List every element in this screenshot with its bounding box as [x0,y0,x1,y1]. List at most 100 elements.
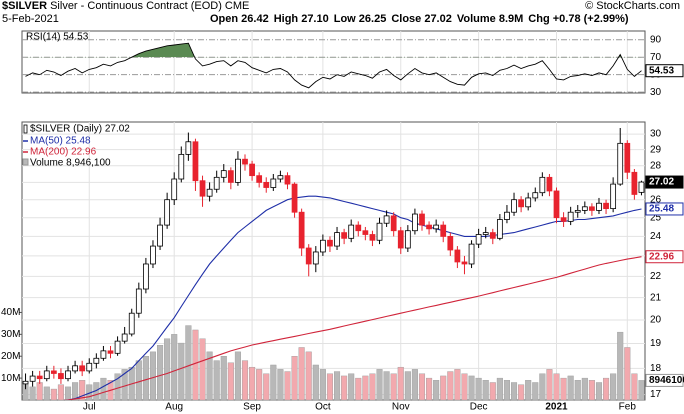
candle-body [496,219,503,239]
volume-bar [525,380,532,401]
candle-body [334,232,340,247]
candle-body [58,373,64,380]
volume-bar [157,345,164,401]
candle-body [199,180,206,197]
candle-body [589,206,595,211]
volume-bar [468,375,475,401]
volume-bar [164,338,171,401]
volume-bar [390,373,397,401]
volume-bar [496,377,503,401]
legend-candle-icon [23,124,28,134]
legend-volume-icon [22,158,29,166]
candle-body [440,224,447,237]
candle-body [638,181,645,193]
quote-row: Open 26.42 High 27.10 Low 26.25 Close 27.02… [210,13,634,25]
candle-body [468,243,475,265]
candle-body [475,234,482,245]
candle-body [93,357,100,364]
candle-body [362,230,369,235]
volume-bar [334,371,341,401]
volume-bar [72,382,79,401]
candle-body [178,153,185,180]
candle-body [327,239,333,247]
volume-bar [79,380,86,401]
candle-body [390,215,397,232]
volume-bar [595,382,603,401]
volume-bar [418,373,426,401]
volume-bar [64,386,72,401]
y-tick-label: 21 [650,292,662,303]
rsi-last-value-box [645,64,684,78]
x-tick-label: 2021 [545,402,568,413]
volume-bar [206,351,213,401]
candle-body [624,142,631,173]
volume-bar [298,347,305,401]
candle-body [50,370,57,374]
quote-item: Open 26.42 [210,13,269,25]
candle-body [150,245,156,265]
candle-body [574,210,581,213]
volume-tick-label: 10M [1,373,20,384]
volume-bar [482,380,489,401]
date: 5-Feb-2021 [2,13,59,25]
symbol: $SILVER [2,0,48,12]
candle-body [482,232,489,235]
volume-bar [50,388,57,401]
candle-body [164,199,171,226]
candle-body [22,380,29,385]
candle-body [581,206,588,211]
candle-body [284,175,291,185]
candle-body [383,215,390,224]
y-tick-label: 18 [650,363,662,374]
volume-bar [326,373,333,401]
candle-body [348,224,355,239]
candle-body [546,176,553,192]
candle-body [518,199,524,208]
quote-item: Close 27.02 [391,13,452,25]
volume-bar [43,386,50,401]
candle-body [206,188,213,197]
overlay-last-value: 22.96 [649,251,674,262]
volume-bar [440,375,447,401]
y-tick-label: 29 [650,144,662,155]
rsi-panel [21,30,646,94]
candle-body [263,181,270,188]
candle-body [511,199,517,213]
candle-body [461,261,468,265]
x-tick-label: Sep [243,402,261,413]
header-row: $SILVER Silver - Continuous Contract (EO… [2,0,249,12]
volume-bar [149,351,157,401]
candle-body [277,175,284,180]
volume-bar [539,373,546,401]
candle-body [213,176,220,190]
candle-body [567,211,574,222]
y-tick-label: 19 [650,338,662,349]
volume-bar [631,373,638,401]
volume-bar [411,369,418,401]
candle-body [270,178,277,188]
y-tick-label: 22 [650,271,662,282]
volume-bar [256,369,263,401]
volume-bar [567,375,574,401]
volume-legend: Volume 8,946,100 [30,158,111,169]
y-tick-label: 28 [650,160,662,171]
candle-body [553,190,560,219]
volume-bar [185,325,192,401]
candle-body [454,249,461,263]
candle-body [36,375,43,380]
overlay-legend: MA(50) 25.48 [30,136,91,147]
volume-last-value-box [645,373,684,387]
candle-body [560,217,567,222]
candle-body [143,263,149,290]
y-tick-label: 25 [650,212,662,223]
volume-tick-label: 30M [1,329,20,340]
volume-bar [560,377,567,401]
moving-average-line [65,195,642,400]
volume-bar [454,369,461,401]
volume-bar [57,384,64,401]
volume-bar [142,356,149,401]
candle-body [79,365,86,372]
candle-body [305,247,312,265]
x-tick-label: Jul [83,402,96,413]
